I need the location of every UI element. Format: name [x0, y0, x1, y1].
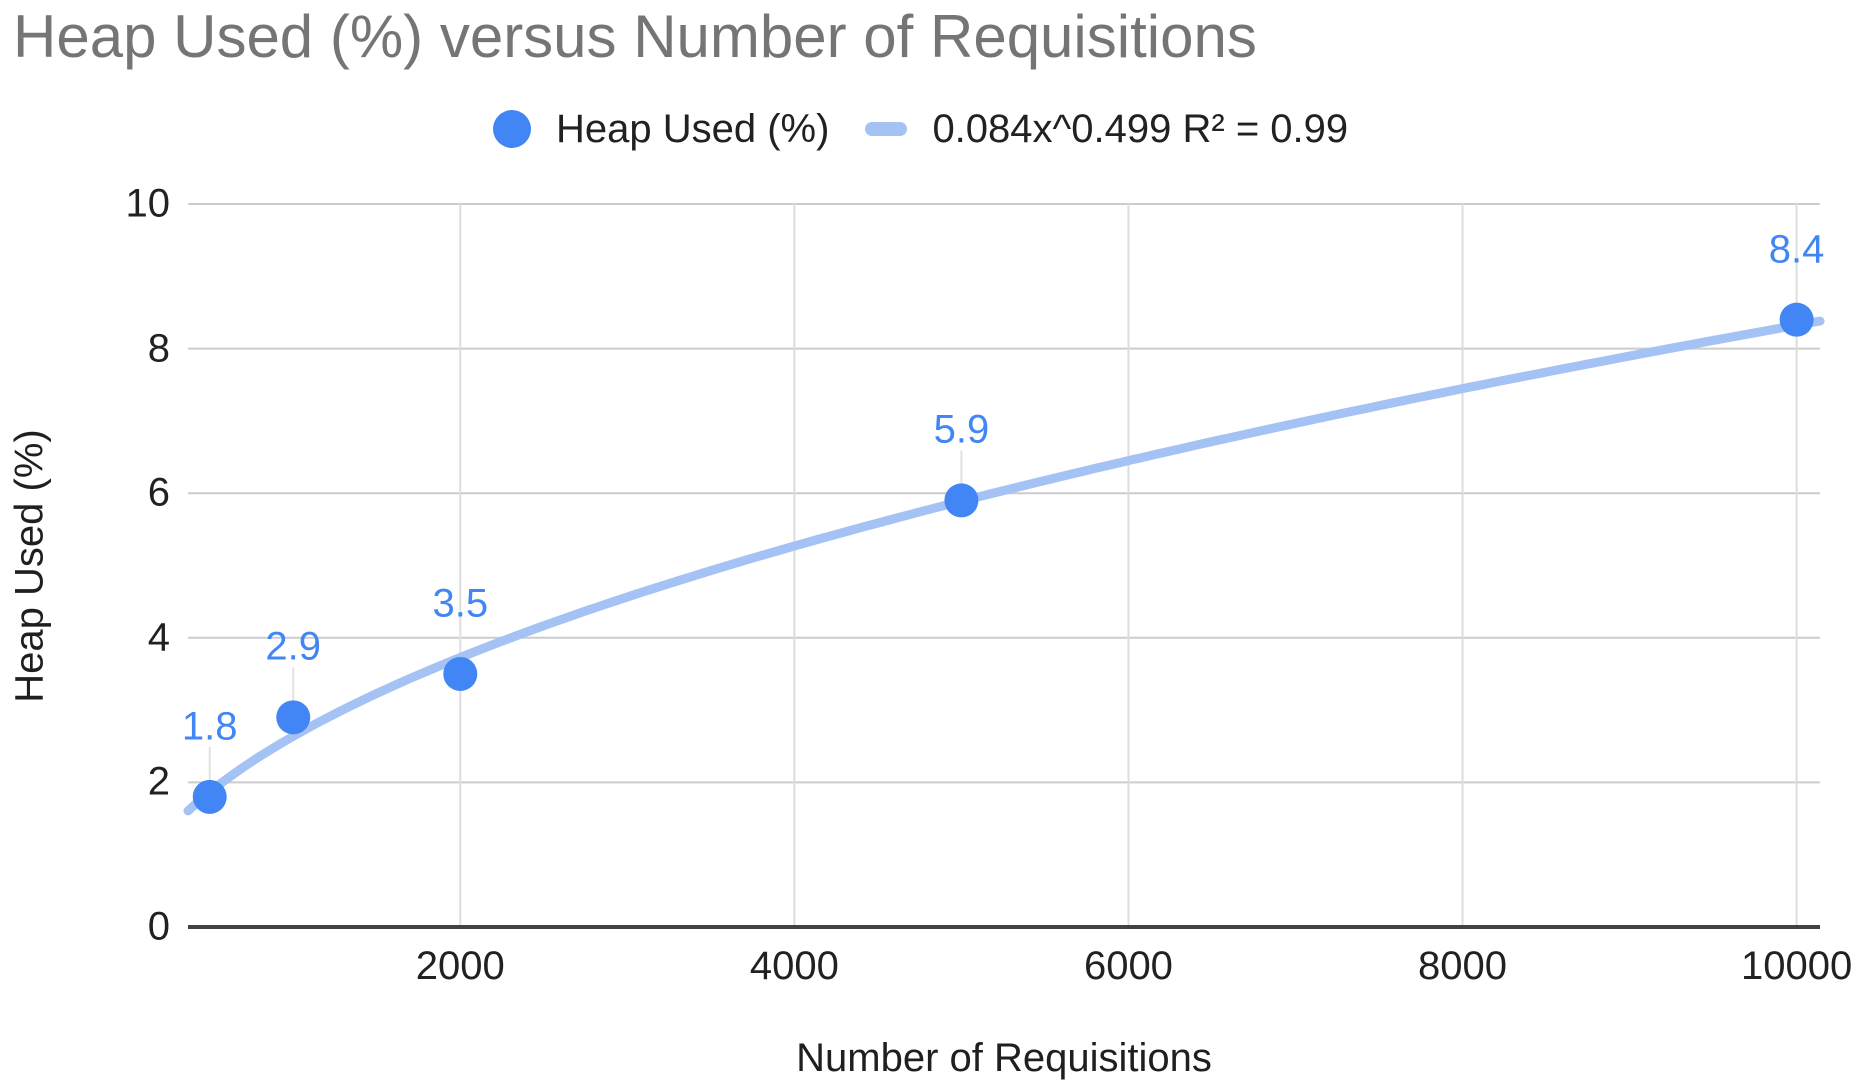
data-point[interactable] — [1779, 302, 1814, 337]
x-tick-label: 4000 — [749, 944, 839, 988]
y-tick-label: 4 — [147, 615, 170, 660]
y-tick-label: 6 — [147, 470, 170, 515]
x-tick-label: 6000 — [1083, 944, 1173, 988]
chart-title: Heap Used (%) versus Number of Requisiti… — [13, 3, 1257, 70]
y-tick-label: 8 — [147, 326, 170, 371]
data-point-label: 8.4 — [1768, 227, 1825, 272]
data-point[interactable] — [276, 700, 311, 735]
data-point[interactable] — [944, 483, 979, 518]
legend-item-series[interactable]: Heap Used (%) — [493, 107, 829, 152]
trendline-swatch-icon — [865, 122, 908, 136]
y-tick-label: 0 — [147, 904, 170, 949]
x-tick-label: 2000 — [415, 944, 505, 988]
legend-series-label: Heap Used (%) — [556, 106, 830, 151]
series-dot-icon — [493, 110, 531, 148]
y-axis-title: Heap Used (%) — [7, 429, 52, 703]
data-point[interactable] — [443, 656, 478, 691]
y-tick-label: 2 — [147, 759, 170, 804]
x-tick-label: 8000 — [1418, 944, 1508, 988]
data-point-label: 3.5 — [432, 581, 489, 626]
trendline[interactable] — [183, 316, 1825, 816]
data-point-label: 2.9 — [265, 624, 322, 669]
x-axis-title: Number of Requisitions — [796, 1036, 1212, 1080]
legend-trendline-label: 0.084x^0.499 R² = 0.99 — [932, 106, 1349, 151]
data-point-label: 1.8 — [181, 704, 238, 749]
legend: Heap Used (%) 0.084x^0.499 R² = 0.99 — [493, 103, 1348, 155]
y-tick-label: 10 — [125, 181, 171, 226]
x-tick-label: 10000 — [1740, 944, 1853, 988]
data-point-label: 5.9 — [933, 407, 990, 452]
data-point[interactable] — [192, 779, 227, 814]
legend-item-trendline[interactable]: 0.084x^0.499 R² = 0.99 — [865, 107, 1348, 152]
